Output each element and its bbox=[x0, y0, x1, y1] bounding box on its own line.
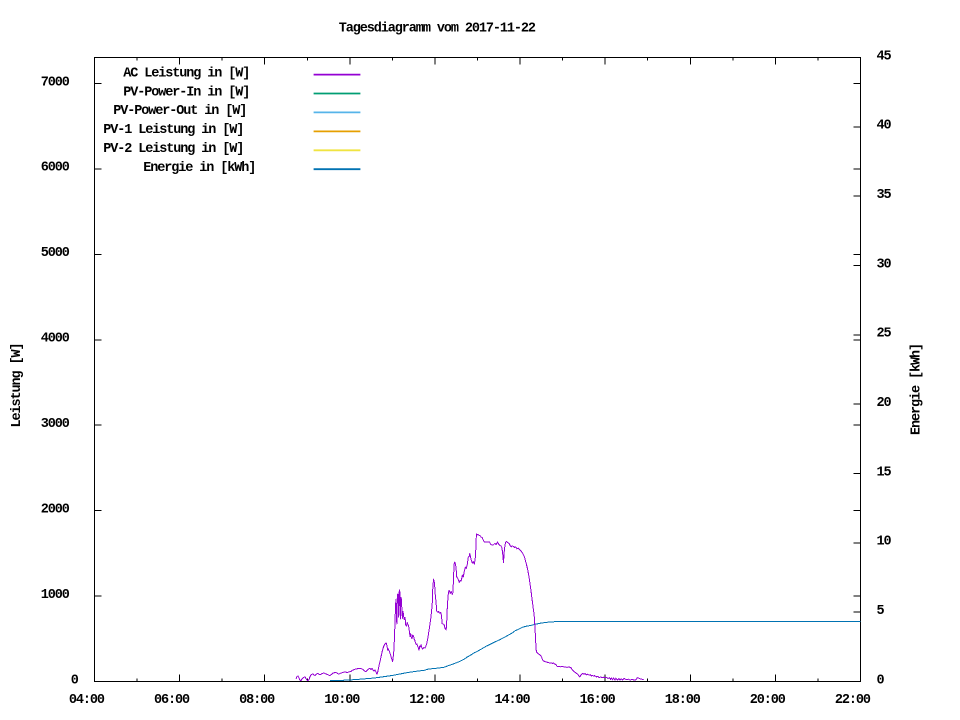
svg-text:16:00: 16:00 bbox=[580, 693, 616, 708]
svg-text:06:00: 06:00 bbox=[154, 693, 190, 708]
svg-text:3000: 3000 bbox=[41, 417, 70, 432]
svg-text:08:00: 08:00 bbox=[239, 693, 275, 708]
svg-text:Leistung [W]: Leistung [W] bbox=[10, 343, 25, 427]
svg-text:PV-1 Leistung in [W]: PV-1 Leistung in [W] bbox=[103, 123, 243, 138]
svg-text:20:00: 20:00 bbox=[750, 693, 786, 708]
svg-text:35: 35 bbox=[877, 188, 892, 203]
svg-text:45: 45 bbox=[877, 49, 892, 64]
svg-text:PV-Power-Out in [W]: PV-Power-Out in [W] bbox=[113, 104, 246, 119]
svg-text:Energie [kWh]: Energie [kWh] bbox=[910, 344, 925, 435]
svg-text:AC Leistung in [W]: AC Leistung in [W] bbox=[123, 66, 249, 81]
svg-text:20: 20 bbox=[877, 396, 892, 411]
svg-text:14:00: 14:00 bbox=[495, 693, 531, 708]
svg-text:5000: 5000 bbox=[41, 246, 70, 261]
svg-text:04:00: 04:00 bbox=[69, 693, 105, 708]
svg-text:10: 10 bbox=[877, 535, 892, 550]
svg-text:22:00: 22:00 bbox=[835, 693, 871, 708]
svg-text:10:00: 10:00 bbox=[324, 693, 360, 708]
svg-text:12:00: 12:00 bbox=[409, 693, 445, 708]
svg-text:40: 40 bbox=[877, 119, 892, 134]
svg-text:2000: 2000 bbox=[41, 502, 70, 517]
svg-text:0: 0 bbox=[71, 673, 79, 688]
svg-text:15: 15 bbox=[877, 465, 892, 480]
svg-text:5: 5 bbox=[877, 604, 885, 619]
svg-text:7000: 7000 bbox=[41, 75, 70, 90]
svg-text:18:00: 18:00 bbox=[665, 693, 701, 708]
svg-text:Energie in [kWh]: Energie in [kWh] bbox=[143, 161, 255, 176]
svg-text:30: 30 bbox=[877, 257, 892, 272]
svg-text:PV-Power-In in [W]: PV-Power-In in [W] bbox=[123, 85, 249, 100]
svg-text:6000: 6000 bbox=[41, 161, 70, 176]
svg-text:0: 0 bbox=[877, 673, 885, 688]
svg-text:Tagesdiagramm vom 2017-11-22: Tagesdiagramm vom 2017-11-22 bbox=[339, 22, 536, 37]
svg-text:25: 25 bbox=[877, 327, 892, 342]
svg-text:PV-2 Leistung in [W]: PV-2 Leistung in [W] bbox=[103, 142, 243, 157]
svg-text:4000: 4000 bbox=[41, 332, 70, 347]
svg-text:1000: 1000 bbox=[41, 588, 70, 603]
